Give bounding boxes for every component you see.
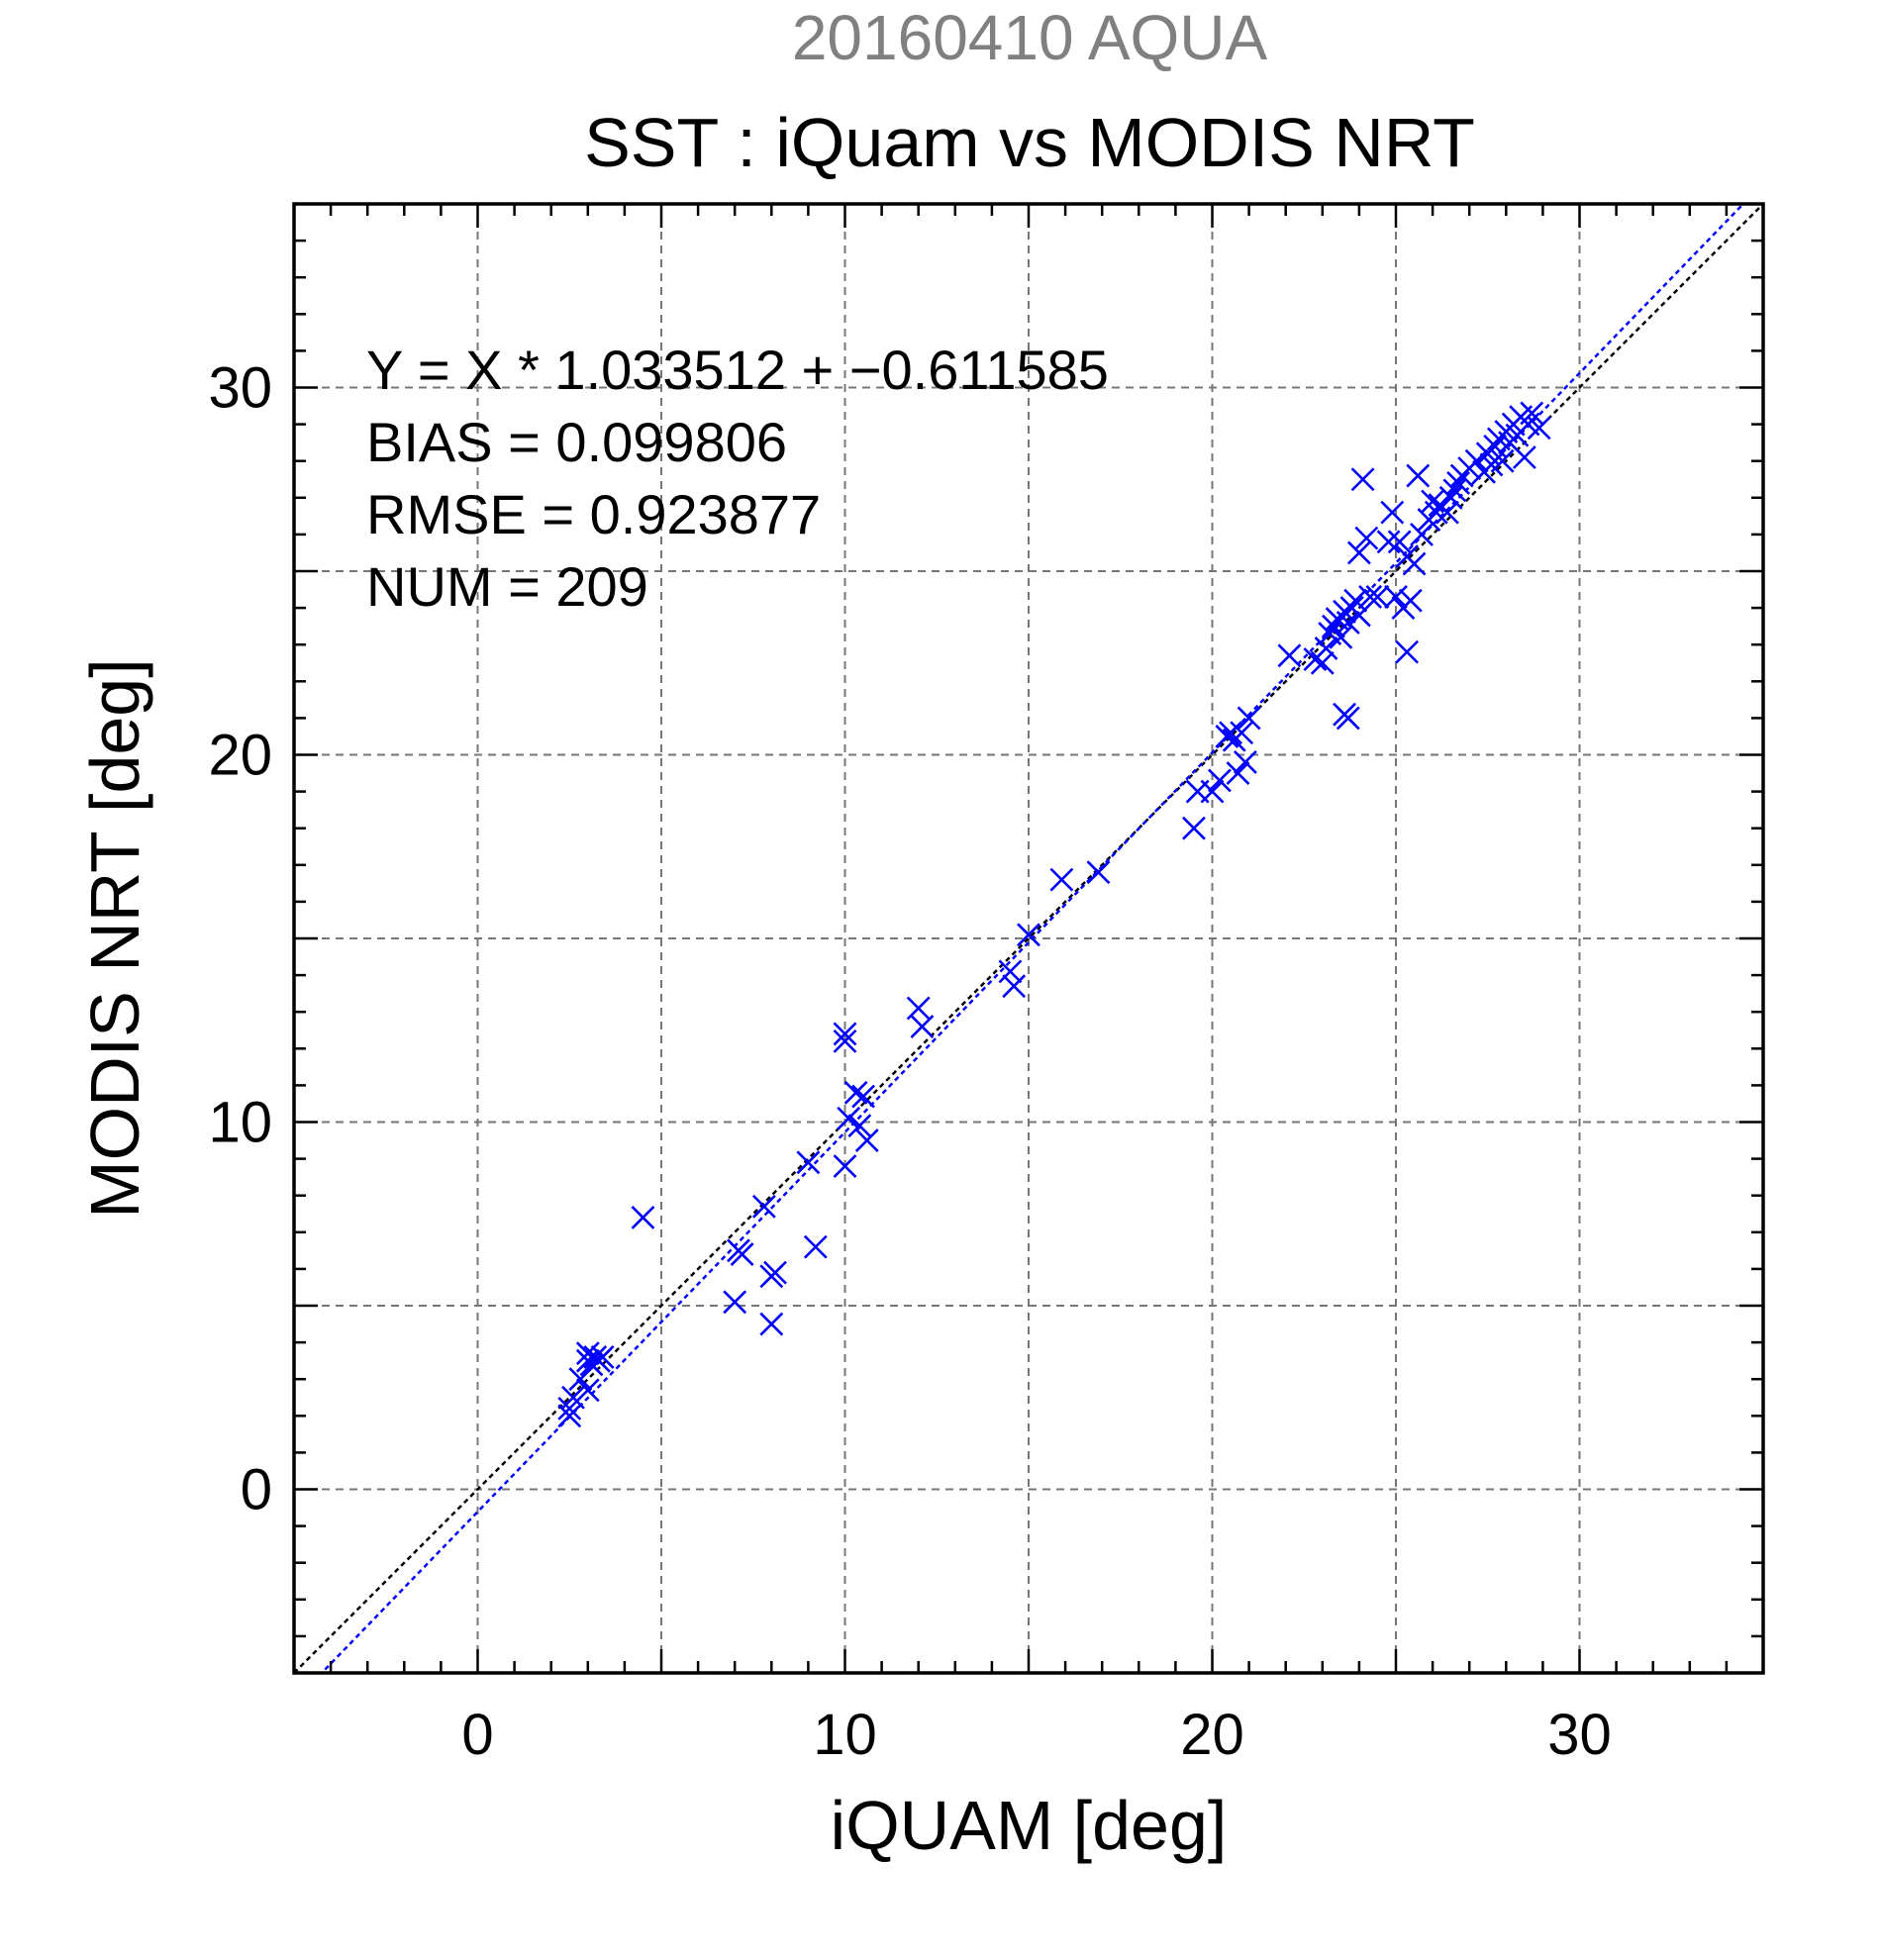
data-point — [833, 1022, 857, 1046]
data-point — [1230, 721, 1254, 745]
x-tick-label: 10 — [813, 1703, 877, 1767]
y-tick-label: 20 — [208, 724, 272, 788]
data-point — [1017, 923, 1040, 947]
data-point — [561, 1385, 585, 1410]
data-point — [557, 1404, 582, 1428]
data-point — [759, 1312, 784, 1336]
x-axis-label: iQUAM [deg] — [831, 1787, 1228, 1864]
y-axis-label: MODIS NRT [deg] — [76, 658, 153, 1218]
data-point — [906, 996, 931, 1021]
data-point — [575, 1378, 600, 1403]
x-tick-label: 0 — [461, 1703, 493, 1767]
data-point — [1395, 639, 1420, 664]
data-point — [854, 1128, 879, 1152]
data-point — [1358, 585, 1382, 609]
data-point — [1436, 500, 1459, 525]
data-points — [557, 401, 1551, 1428]
data-point — [1310, 650, 1335, 675]
y-tick-label: 0 — [241, 1458, 272, 1522]
data-point — [1406, 463, 1431, 488]
stats-line: Y = X * 1.033512 + −0.611585 — [366, 339, 1109, 401]
data-point — [763, 1260, 787, 1285]
y-tick-label: 30 — [208, 356, 272, 421]
data-point — [1512, 445, 1536, 469]
data-point — [1208, 768, 1232, 793]
data-point — [1336, 706, 1360, 731]
data-point — [723, 1290, 747, 1315]
data-point — [998, 959, 1023, 984]
data-point — [1354, 526, 1379, 550]
stats-line: RMSE = 0.923877 — [366, 483, 821, 545]
data-point — [1483, 434, 1508, 458]
data-point — [843, 1080, 868, 1105]
data-point — [1446, 471, 1470, 495]
data-point — [579, 1352, 604, 1377]
data-point — [751, 1194, 776, 1219]
data-point — [1277, 643, 1302, 668]
data-point — [1464, 448, 1489, 473]
data-point — [1365, 585, 1390, 609]
data-point — [1438, 485, 1463, 510]
data-point — [590, 1345, 615, 1369]
data-point — [1237, 706, 1261, 731]
data-point — [1350, 467, 1375, 492]
data-point — [631, 1206, 655, 1229]
stats-line: BIAS = 0.099806 — [366, 411, 787, 473]
data-point — [1226, 761, 1250, 785]
data-point — [833, 1154, 857, 1178]
data-point — [1346, 603, 1371, 628]
y-tick-label: 10 — [208, 1091, 272, 1155]
data-point — [1002, 974, 1027, 999]
data-point — [1376, 530, 1401, 554]
reference-lines — [294, 204, 1763, 1673]
data-point — [568, 1367, 593, 1392]
data-point — [833, 1029, 857, 1053]
data-point — [1329, 625, 1353, 649]
data-point — [1402, 551, 1427, 576]
data-point — [1336, 611, 1360, 635]
data-point — [1233, 750, 1257, 774]
stats-annotation: Y = X * 1.033512 + −0.611585 BIAS = 0.099… — [366, 339, 1109, 618]
data-point — [910, 1015, 935, 1038]
data-point — [803, 1234, 828, 1259]
data-point — [1520, 401, 1544, 426]
axis-tick-labels: 0 10 20 30 0 10 20 30 — [208, 356, 1611, 1768]
data-point — [1410, 522, 1434, 546]
data-point — [1314, 636, 1338, 660]
one-to-one-line — [294, 204, 1763, 1673]
axis-ticks — [294, 204, 1763, 1673]
data-point — [1219, 721, 1242, 745]
data-point — [1384, 585, 1408, 609]
data-point — [1490, 448, 1515, 473]
data-point — [1527, 416, 1551, 441]
data-point — [1200, 779, 1225, 804]
data-point — [1322, 614, 1345, 638]
data-point — [1380, 500, 1405, 525]
x-tick-label: 20 — [1180, 1703, 1244, 1767]
fit-line — [320, 204, 1745, 1673]
data-point — [730, 1242, 754, 1266]
data-point — [1346, 540, 1371, 565]
data-point — [1398, 588, 1423, 613]
stats-line: NUM = 209 — [366, 555, 648, 618]
data-point — [796, 1150, 821, 1175]
data-point — [1182, 816, 1206, 840]
data-point — [837, 1106, 861, 1130]
data-point — [1343, 588, 1368, 613]
data-point — [1387, 530, 1412, 554]
data-point — [1442, 478, 1467, 503]
chart-title: SST : iQuam vs MODIS NRT — [584, 104, 1475, 181]
data-point — [1086, 860, 1111, 885]
x-tick-label: 30 — [1547, 1703, 1612, 1767]
data-point — [847, 1114, 872, 1138]
grid-lines — [294, 204, 1763, 1673]
chart-supertitle: 20160410 AQUA — [792, 2, 1268, 73]
data-point — [1049, 867, 1074, 892]
data-point — [851, 1084, 875, 1109]
